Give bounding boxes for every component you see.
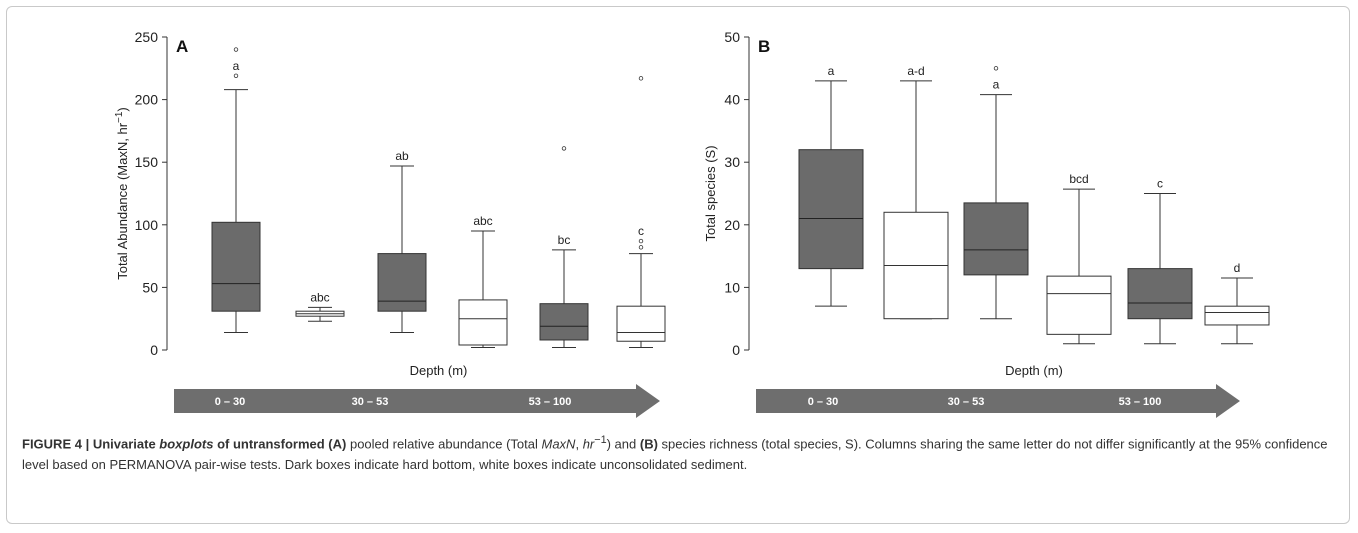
panel-a-y-tick-label: 50: [142, 279, 158, 295]
figure-caption: FIGURE 4 | Univariate boxplots of untran…: [22, 430, 1338, 475]
caption-hr: hr: [582, 436, 595, 452]
caption-b-label: (B): [639, 436, 658, 452]
panel-a-depth-label: 53 – 100: [529, 396, 572, 408]
caption-title-rest: of untransformed (A): [213, 436, 347, 452]
panel-a-y-title: Total Abundance (MaxN, hr−1): [114, 107, 131, 280]
panel-a-outlier: [561, 146, 567, 151]
panel-b-sig-letter: bcd: [1069, 172, 1088, 186]
panel-a-depth-label: 0 – 30: [215, 396, 246, 408]
panel-b-box: [798, 149, 864, 270]
panel-a-sig-letter: abc: [473, 214, 492, 228]
panel-b-y-tick-label: 10: [724, 279, 740, 295]
panel-b-sig-letter: d: [1234, 261, 1241, 275]
panel-a-sig-letter: ab: [395, 149, 409, 163]
panel-a-outlier: [233, 73, 239, 79]
panel-b-depth-label: 30 – 53: [948, 396, 985, 408]
panel-b-sig-letter: c: [1157, 177, 1163, 191]
panel-a-label: A: [176, 37, 188, 56]
panel-a-y-title-close: ): [115, 107, 130, 111]
panel-b-sig-letter: a-d: [907, 64, 924, 78]
panel-a-box: [377, 253, 427, 312]
caption-text3: species richness (total species, S). Col…: [22, 436, 1328, 473]
panel-b-outlier: [993, 66, 999, 71]
panel-a-sig-letter: bc: [558, 233, 571, 247]
panel-a-y-tick-label: 250: [135, 29, 159, 45]
panel-a-y-tick-label: 100: [135, 217, 159, 233]
panel-b-sig-letter: a: [828, 64, 835, 78]
panel-b-y-title: Total species (S): [703, 145, 718, 241]
panel-b-sig-letter: a: [993, 78, 1000, 92]
panel-b-box: [1046, 275, 1112, 335]
panel-b-box: [1204, 305, 1270, 326]
panel-a-box: [458, 299, 508, 346]
caption-sup: −1: [594, 434, 607, 446]
figure-frame: [6, 6, 1350, 524]
caption-text1: pooled relative abundance (Total: [346, 436, 542, 452]
panel-b-x-title: Depth (m): [1005, 363, 1063, 378]
panel-a-y-tick-label: 0: [150, 342, 158, 358]
panel-b-box: [963, 202, 1029, 276]
panel-b-y-tick-label: 50: [724, 29, 740, 45]
panel-a-sig-letter: c: [638, 224, 644, 238]
panel-a-x-title: Depth (m): [410, 363, 468, 378]
panel-a-sig-letter: abc: [310, 290, 329, 304]
panel-a-box: [616, 305, 666, 342]
panel-b-box: [1127, 268, 1193, 320]
panel-a-box: [211, 221, 261, 312]
panel-a-depth-label: 30 – 53: [352, 396, 389, 408]
panel-b-y-tick-label: 20: [724, 217, 740, 233]
caption-figure-label: FIGURE 4 | Univariate: [22, 436, 160, 452]
panel-b-label: B: [758, 37, 770, 56]
panel-b-depth-label: 0 – 30: [808, 396, 839, 408]
panel-a-y-title-sup: −1: [114, 111, 125, 123]
panel-a-y-tick-label: 200: [135, 92, 159, 108]
panel-a-depth-arrow: [174, 384, 660, 418]
panel-a-outlier: [638, 245, 644, 250]
panel-b-depth-label: 53 – 100: [1119, 396, 1162, 408]
panel-b-y-tick-label: 30: [724, 154, 740, 170]
panel-a-outlier: [638, 238, 644, 244]
panel-a-outlier: [638, 76, 644, 81]
caption-maxn: MaxN: [541, 436, 576, 452]
panel-b-depth-arrow: [756, 384, 1240, 418]
caption-text2: ) and: [606, 436, 640, 452]
panel-a-outlier: [233, 47, 239, 52]
caption-comma: ,: [575, 436, 583, 452]
panel-b-y-tick-label: 0: [732, 342, 740, 358]
panel-a-y-tick-label: 150: [135, 154, 159, 170]
panel-a-box: [539, 303, 589, 341]
caption-boxplots: boxplots: [159, 436, 214, 452]
panel-b-y-tick-label: 40: [724, 92, 740, 108]
panel-a-sig-letter: a: [233, 59, 240, 73]
